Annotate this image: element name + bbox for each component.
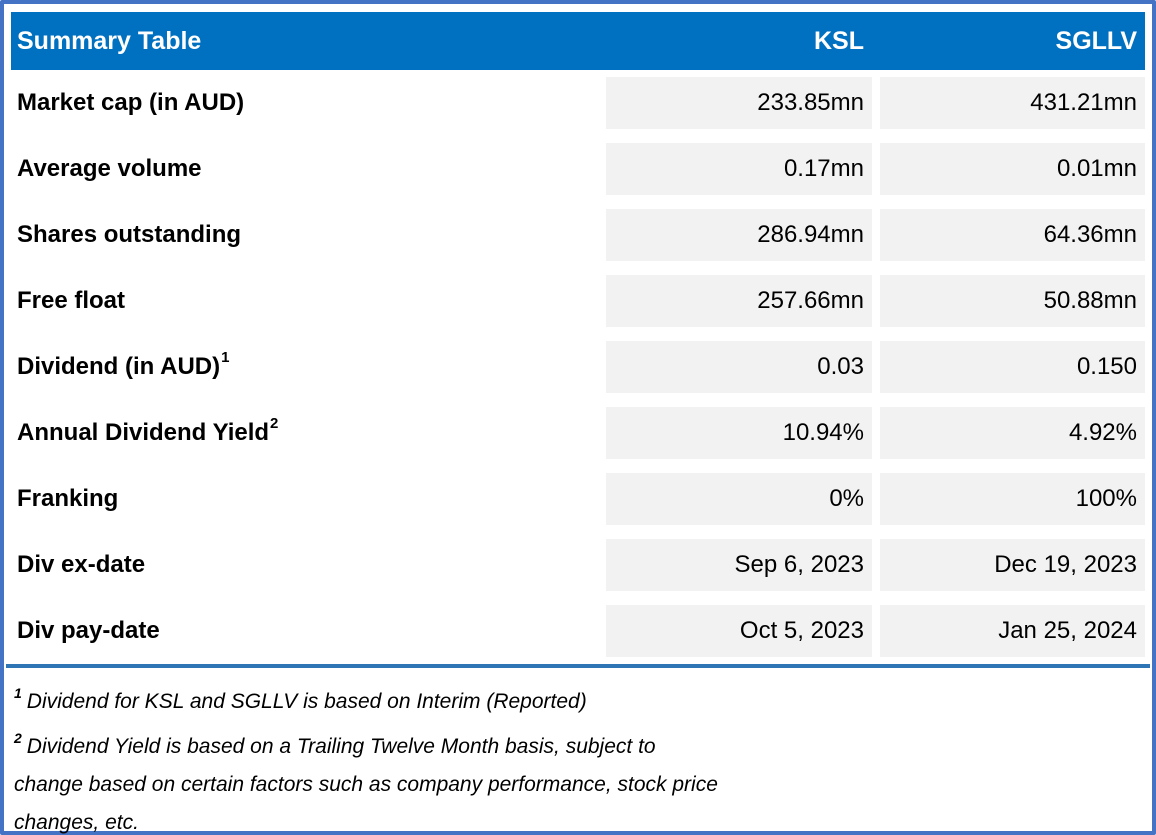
footnote-2-text-line2: change based on certain factors such as …: [14, 773, 718, 796]
footnote-2: 2 Dividend Yield is based on a Trailing T…: [14, 721, 1142, 766]
table-header: Summary Table KSL SGLLV: [11, 12, 1145, 70]
table-row-shares-outstanding: Shares outstanding 286.94mn 64.36mn: [11, 202, 1145, 268]
cell-ksl: 0.03: [606, 341, 872, 393]
row-label-text: Average volume: [17, 155, 202, 182]
row-label: Div pay-date: [11, 598, 598, 664]
table-row-market-cap: Market cap (in AUD) 233.85mn 431.21mn: [11, 70, 1145, 136]
footnote-divider: [6, 664, 1150, 668]
cell-sgllv: Dec 19, 2023: [880, 539, 1145, 591]
table-row-average-volume: Average volume 0.17mn 0.01mn: [11, 136, 1145, 202]
footnote-2-continued: changes, etc.: [14, 804, 1142, 835]
row-label-text: Free float: [17, 287, 126, 314]
row-label-text: Shares outstanding: [17, 221, 242, 248]
row-label-text: Annual Dividend Yield: [17, 419, 270, 446]
footnote-2-superscript: 2: [14, 730, 22, 746]
row-label-text: Div ex-date: [17, 551, 146, 578]
cell-sgllv: 64.36mn: [880, 209, 1145, 261]
table-row-free-float: Free float 257.66mn 50.88mn: [11, 268, 1145, 334]
table-row-div-pay-date: Div pay-date Oct 5, 2023 Jan 25, 2024: [11, 598, 1145, 664]
table-body: Market cap (in AUD) 233.85mn 431.21mn Av…: [11, 70, 1145, 664]
table-row-annual-dividend-yield: Annual Dividend Yield 2 10.94% 4.92%: [11, 400, 1145, 466]
cell-ksl: 286.94mn: [606, 209, 872, 261]
column-header-ksl: KSL: [814, 26, 864, 55]
footnote-1-text: Dividend for KSL and SGLLV is based on I…: [26, 690, 587, 713]
footnotes: 1 Dividend for KSL and SGLLV is based on …: [4, 668, 1152, 835]
table-title: Summary Table: [17, 26, 202, 55]
row-label-text: Market cap (in AUD): [17, 89, 245, 116]
row-label: Dividend (in AUD) 1: [17, 349, 230, 380]
cell-ksl: Sep 6, 2023: [606, 539, 872, 591]
row-label: Annual Dividend Yield 2: [17, 415, 279, 446]
row-label: Average volume: [11, 136, 598, 202]
cell-ksl: 0.17mn: [606, 143, 872, 195]
cell-ksl: 0%: [606, 473, 872, 525]
cell-sgllv: 0.01mn: [880, 143, 1145, 195]
cell-ksl: Oct 5, 2023: [606, 605, 872, 657]
row-label-text: Div pay-date: [17, 617, 160, 644]
table-row-franking: Franking 0% 100%: [11, 466, 1145, 532]
table-row-div-ex-date: Div ex-date Sep 6, 2023 Dec 19, 2023: [11, 532, 1145, 598]
footnote-1-superscript: 1: [14, 685, 22, 701]
column-header-sgllv: SGLLV: [1055, 26, 1137, 55]
footnote-2-continued: change based on certain factors such as …: [14, 766, 1142, 804]
cell-sgllv: 50.88mn: [880, 275, 1145, 327]
row-label-text: Franking: [17, 485, 119, 512]
cell-sgllv: 4.92%: [880, 407, 1145, 459]
row-label: Franking: [11, 466, 598, 532]
cell-ksl: 257.66mn: [606, 275, 872, 327]
row-label-text: Dividend (in AUD): [17, 353, 221, 380]
cell-sgllv: Jan 25, 2024: [880, 605, 1145, 657]
footnote-2-text-line3: changes, etc.: [14, 811, 139, 834]
row-label: Shares outstanding: [11, 202, 598, 268]
footnote-1: 1 Dividend for KSL and SGLLV is based on …: [14, 676, 1142, 721]
cell-sgllv: 100%: [880, 473, 1145, 525]
row-label: Market cap (in AUD): [11, 70, 598, 136]
table-row-dividend: Dividend (in AUD) 1 0.03 0.150: [11, 334, 1145, 400]
row-label: Div ex-date: [11, 532, 598, 598]
footnote-2-text-line1: Dividend Yield is based on a Trailing Tw…: [26, 735, 656, 758]
row-label: Free float: [11, 268, 598, 334]
cell-ksl: 233.85mn: [606, 77, 872, 129]
cell-sgllv: 431.21mn: [880, 77, 1145, 129]
cell-ksl: 10.94%: [606, 407, 872, 459]
cell-sgllv: 0.150: [880, 341, 1145, 393]
